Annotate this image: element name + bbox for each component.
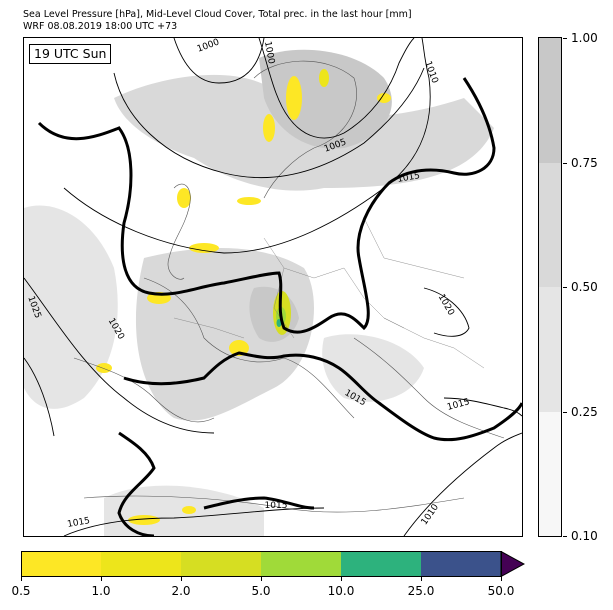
isobar-1015-bold-africa: [117, 431, 156, 536]
cloud-colorbar-tick: [563, 38, 567, 39]
precip-colorbar-label: 0.5: [11, 584, 31, 598]
cloud-colorbar-tick: [563, 163, 567, 164]
weather-map: 1000 1000 1010 1005 1015 1020 1025 1020 1015 1015…: [23, 37, 523, 537]
precip-patch-france: [189, 243, 219, 253]
precip-patch-france-south: [229, 340, 249, 356]
precip-colorbar-segment: [421, 551, 501, 577]
precip-patch-scandinavia: [286, 76, 302, 120]
isobar-1015-bold-layer: [37, 77, 522, 536]
precip-colorbar-frame: [21, 551, 502, 577]
coastline: [143, 277, 355, 419]
isobar-1005: [113, 67, 425, 178]
cloud-colorbar-tick: [563, 412, 567, 413]
precip-colorbar-tick: [181, 577, 182, 581]
precip-colorbar-label: 10.0: [327, 584, 355, 598]
border: [263, 237, 345, 279]
isobar-label: 1000: [196, 38, 221, 55]
border: [173, 317, 245, 339]
precip-patch-north-sea: [237, 197, 261, 205]
valid-time-label: 19 UTC Sun: [29, 44, 112, 64]
cloud-colorbar-tick: [563, 287, 567, 288]
coastline-layer: [73, 60, 505, 513]
map-title: Sea Level Pressure [hPa], Mid-Level Clou…: [23, 9, 412, 20]
isobar-label: 1015: [265, 501, 288, 511]
precip-colorbar-segment: [21, 551, 101, 577]
precip-colorbar-tick: [421, 577, 422, 581]
cloud-colorbar-label: 0.75: [571, 156, 598, 170]
cloud-cover-colorbar: [538, 37, 562, 537]
isobar-label: 1000: [262, 41, 276, 66]
precip-patch-alps-core: [276, 319, 282, 327]
cloud-colorbar-label: 1.00: [571, 31, 598, 45]
precip-colorbar-extend-arrow: [500, 551, 525, 577]
precip-colorbar-tick: [261, 577, 262, 581]
cloud-colorbar-label: 0.50: [571, 280, 598, 294]
precip-colorbar: [21, 551, 525, 577]
precip-patch-scandinavia: [319, 69, 329, 87]
coastline: [353, 337, 505, 439]
precip-colorbar-label: 2.0: [171, 584, 191, 598]
precip-colorbar-label: 25.0: [407, 584, 435, 598]
cloud-cover-layer: [24, 49, 494, 536]
precip-patch-scandinavia: [263, 114, 275, 142]
cloud-colorbar-segment: [539, 411, 561, 536]
map-subtitle: WRF 08.08.2019 18:00 UTC +73: [23, 21, 178, 32]
border: [363, 217, 465, 279]
isobar-1015-east: [443, 397, 522, 417]
precip-colorbar-segment: [101, 551, 181, 577]
precip-colorbar-label: 5.0: [251, 584, 271, 598]
isobar-1020-east: [423, 287, 470, 337]
isobar-1015-bold-africa-east: [203, 496, 315, 510]
coastline: [73, 357, 215, 423]
precip-colorbar-tick: [21, 577, 22, 581]
isobar-1015-south: [63, 507, 325, 536]
precip-colorbar-label: 1.0: [91, 584, 111, 598]
isobar-1000: [173, 38, 265, 84]
isobar-1015-bold: [37, 77, 496, 334]
precip-colorbar-segment: [341, 551, 421, 577]
isobar-1010-south: [403, 432, 522, 536]
cloud-colorbar-label: 0.25: [571, 405, 598, 419]
isobar-label: 1015: [446, 397, 471, 413]
cloud-colorbar-segment: [539, 162, 561, 287]
isobar-label: 1010: [422, 60, 439, 85]
isobar-label: 1015: [67, 516, 91, 530]
precip-colorbar-segment: [261, 551, 341, 577]
borders-layer: [173, 217, 485, 369]
isobar-1020: [24, 277, 215, 434]
cloud-colorbar-tick: [563, 536, 567, 537]
isobar-label: 1015: [397, 171, 421, 185]
precip-colorbar-tick: [501, 577, 502, 581]
precip-colorbar-tick: [341, 577, 342, 581]
precip-colorbar-segment: [181, 551, 261, 577]
border: [383, 317, 485, 369]
isobar-label: 1020: [436, 293, 456, 318]
cloud-area-balkans: [322, 334, 424, 402]
isobar-1015-bold-south: [123, 351, 522, 442]
precip-patch-baltic: [377, 93, 391, 103]
cloud-colorbar-segment: [539, 38, 561, 163]
coastline: [253, 60, 357, 199]
isobar-label: 1010: [420, 502, 441, 527]
cloud-area-scandinavia: [259, 49, 392, 149]
isobar-1010: [63, 38, 431, 254]
coastline: [83, 495, 465, 513]
precip-patch-north-africa: [128, 515, 160, 525]
precip-patch-iberia: [96, 363, 112, 373]
isobar-layer: [24, 38, 522, 536]
precip-colorbar-tick: [101, 577, 102, 581]
precip-colorbar-label: 50.0: [487, 584, 515, 598]
isobar-1025: [24, 357, 55, 437]
cloud-colorbar-segment: [539, 287, 561, 412]
precip-patch-britain: [177, 188, 191, 208]
cloud-area-atlantic: [24, 205, 118, 409]
isobar-1000-east: [258, 38, 415, 139]
precip-patch-north-africa: [182, 506, 196, 514]
cloud-colorbar-label: 0.10: [571, 529, 598, 543]
coastline: [167, 183, 191, 280]
